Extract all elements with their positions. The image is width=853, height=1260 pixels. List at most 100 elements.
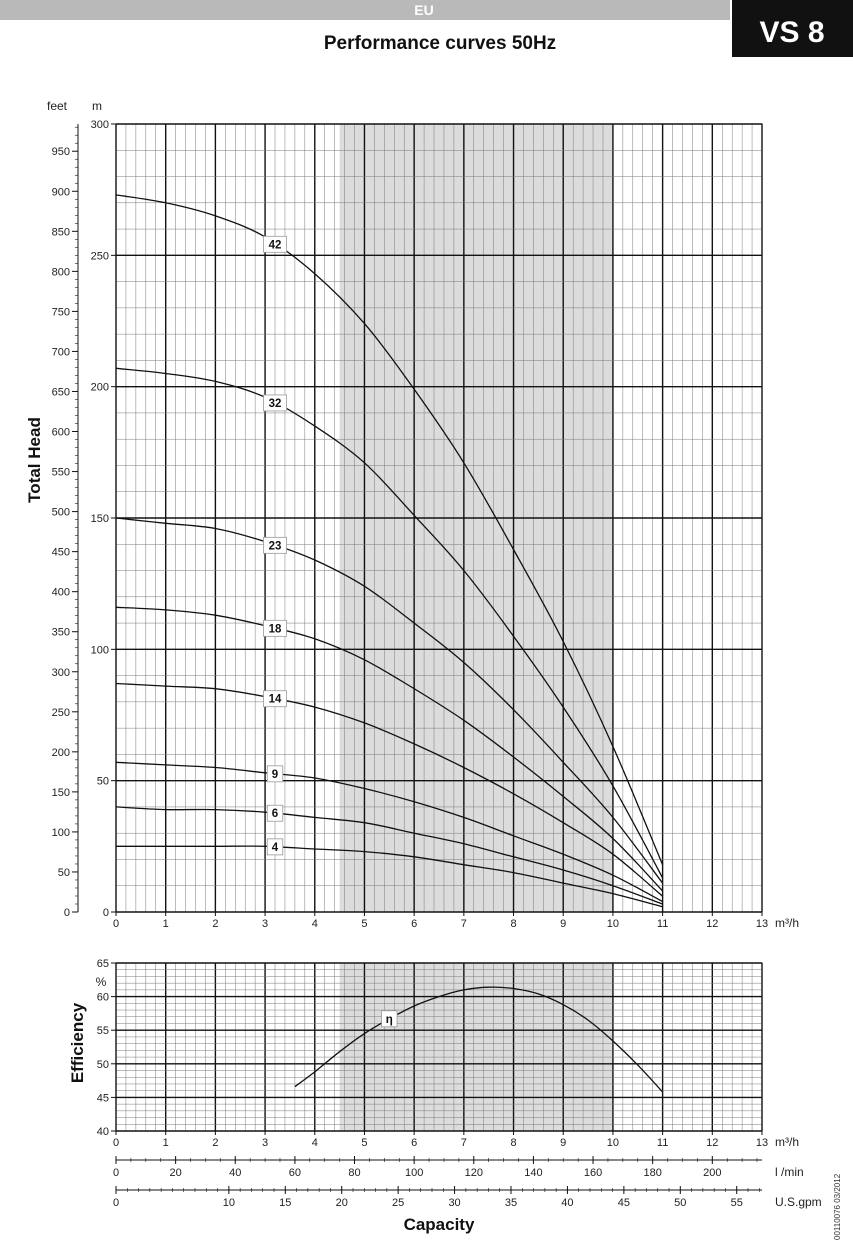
y2-tick-label: 500	[52, 507, 70, 519]
y2-tick-label: 600	[52, 427, 70, 439]
x-unit-label: m³/h	[775, 1135, 799, 1149]
document-code: 00110076 03/2012	[833, 1173, 842, 1240]
x-tick-label: 2	[212, 918, 218, 930]
y-tick-label: 150	[91, 513, 109, 525]
efficiency-curve	[294, 986, 664, 1093]
x-tick-label: 1	[163, 918, 169, 930]
tick-label: 45	[618, 1197, 630, 1209]
tick-label: 35	[505, 1197, 517, 1209]
x-tick-label: 4	[312, 1137, 318, 1149]
efficiency-shaded-region	[339, 963, 613, 1131]
y2-tick-label: 650	[52, 386, 70, 398]
y-tick-label: 40	[97, 1126, 109, 1138]
region-label: EU	[414, 2, 433, 18]
y2-tick-label: 50	[58, 867, 70, 879]
chart-title: Performance curves 50Hz	[324, 33, 556, 54]
head-label-2: 23	[269, 540, 282, 552]
head-label-box	[266, 804, 284, 822]
y-tick-label: 60	[97, 992, 109, 1004]
eff-frame	[115, 962, 763, 1132]
x-tick-label: 5	[361, 918, 367, 930]
x-tick-label: 11	[657, 918, 668, 930]
y2-tick-label: 750	[52, 306, 70, 318]
head-label-6: 6	[272, 808, 278, 820]
y-tick-label: 45	[97, 1092, 109, 1104]
tick-label: 60	[289, 1167, 301, 1179]
eff-label-0: η	[386, 1014, 393, 1026]
x-tick-label: 8	[510, 1137, 516, 1149]
efficiency-axes: 0 1 2 3 4 5 6 7 8 9 10 11 12 13 m³/h404550556065%Effic…	[68, 958, 799, 1149]
y2-tick-label: 800	[52, 266, 70, 278]
unit-label: l /min	[775, 1165, 804, 1179]
tick-label: 140	[524, 1167, 542, 1179]
capacity-axis-title: Capacity	[404, 1215, 475, 1234]
head-label-1: 32	[269, 398, 282, 410]
x-tick-label: 5	[361, 1137, 367, 1149]
head-label-box	[263, 619, 287, 637]
tick-label: 160	[584, 1167, 602, 1179]
y-axis-title: Total Head	[25, 417, 44, 503]
eff-shade-rect	[339, 963, 613, 1131]
tick-label: 180	[643, 1167, 661, 1179]
tick-label: 200	[703, 1167, 721, 1179]
head-axes: 0 1 2 3 4 5 6 7 8 9 10 11 12 13 m³/h050100150200250300…	[25, 99, 799, 930]
x-unit-label: m³/h	[775, 916, 799, 930]
x-tick-label: 3	[262, 1137, 268, 1149]
head-curve-6	[115, 806, 663, 905]
y-tick-label: 55	[97, 1025, 109, 1037]
head-label-box	[266, 838, 284, 856]
y-tick-label: 65	[97, 958, 109, 970]
eff-curve-0	[294, 986, 664, 1093]
x-tick-label: 7	[461, 918, 467, 930]
lmin-axis: 0 20 40 60 80 100 120 140 160 180 200 l /min	[113, 1156, 804, 1179]
x-tick-label: 3	[262, 918, 268, 930]
tick-label: 20	[336, 1197, 348, 1209]
tick-label: 40	[229, 1167, 241, 1179]
head-curve-0	[115, 194, 664, 865]
y2-tick-label: 0	[64, 907, 70, 919]
usgpm-axis: 0 10 15 20 25 30 35 40 45 50 55 U.S.gpm	[113, 1186, 822, 1209]
x-tick-label: 0	[113, 1137, 119, 1149]
x-tick-label: 6	[411, 1137, 417, 1149]
y2-tick-label: 950	[52, 146, 70, 158]
model-badge	[732, 0, 853, 57]
head-curve-5	[115, 761, 663, 903]
y2-tick-label: 150	[52, 787, 70, 799]
x-tick-label: 0	[113, 918, 119, 930]
y2-tick-label: 300	[52, 667, 70, 679]
x-tick-label: 7	[461, 1137, 467, 1149]
unit-label: U.S.gpm	[775, 1195, 822, 1209]
x-tick-label: 6	[411, 918, 417, 930]
tick-label: 50	[674, 1197, 686, 1209]
tick-label: 120	[465, 1167, 483, 1179]
tick-label: 15	[279, 1197, 291, 1209]
head-label-7: 4	[272, 842, 279, 854]
y2-tick-label: 850	[52, 226, 70, 238]
tick-label: 55	[731, 1197, 743, 1209]
x-tick-label: 8	[510, 918, 516, 930]
y-tick-label: 100	[91, 644, 109, 656]
y2-tick-label: 900	[52, 186, 70, 198]
head-label-0: 42	[269, 239, 282, 251]
head-curve-2	[115, 517, 664, 884]
y-tick-label: 200	[91, 382, 109, 394]
efficiency-grid	[115, 962, 763, 1132]
head-label-5: 9	[272, 769, 278, 781]
head-label-box	[266, 765, 284, 783]
x-tick-label: 13	[756, 918, 768, 930]
head-label-box	[263, 235, 287, 253]
y-unit-label: m	[92, 99, 102, 113]
y-tick-label: 50	[97, 1059, 109, 1071]
tick-label: 80	[348, 1167, 360, 1179]
x-tick-label: 9	[560, 918, 566, 930]
y2-tick-label: 550	[52, 467, 70, 479]
tick-label: 10	[223, 1197, 235, 1209]
tick-label: 30	[448, 1197, 460, 1209]
y2-tick-label: 450	[52, 547, 70, 559]
x-tick-label: 10	[607, 918, 619, 930]
y-tick-label: 50	[97, 776, 109, 788]
head-curve-1	[115, 367, 664, 879]
x-tick-label: 4	[312, 918, 318, 930]
y-tick-label: 250	[91, 250, 109, 262]
